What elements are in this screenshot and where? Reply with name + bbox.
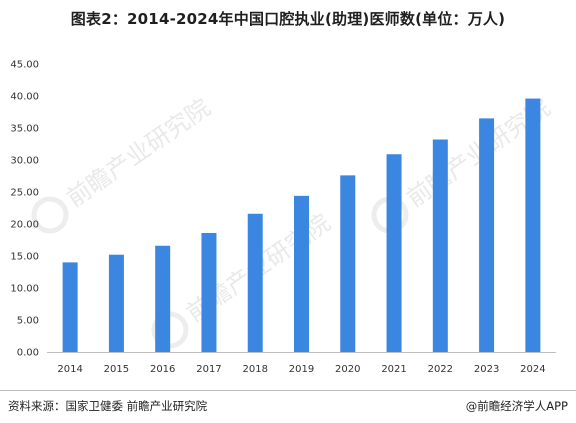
bar <box>432 139 448 352</box>
bar-series <box>62 98 541 353</box>
x-tick-label: 2020 <box>335 364 360 375</box>
bar <box>108 254 124 352</box>
watermark: 前瞻产业研究院 <box>31 93 216 234</box>
y-axis: 0.00 5.00 10.00 15.00 20.00 25.00 30.00 35.00 40… <box>10 60 39 359</box>
x-tick-label: 2022 <box>428 364 453 375</box>
chart-title: 图表2：2014-2024年中国口腔执业(助理)医师数(单位：万人) <box>70 10 506 28</box>
bar <box>525 98 541 352</box>
footer: 资料来源：国家卫健委 前瞻产业研究院 @前瞻经济学人APP <box>0 390 576 423</box>
x-tick-label: 2014 <box>57 364 82 375</box>
watermark-text: 前瞻产业研究院 <box>62 93 216 212</box>
x-tick-label: 2015 <box>104 364 129 375</box>
bar <box>294 195 309 352</box>
bar-chart: 前瞻产业研究院前瞻产业研究院前瞻产业研究院 0.00 5.00 10.00 15.00… <box>10 60 556 375</box>
source-note: 资料来源：国家卫健委 前瞻产业研究院 <box>8 399 208 413</box>
x-tick-label: 2018 <box>243 364 268 375</box>
y-tick-label: 40.00 <box>10 92 39 103</box>
qianzhan-logo-icon <box>31 196 69 234</box>
bar <box>247 213 263 352</box>
bar <box>62 262 78 352</box>
bar <box>340 175 356 352</box>
y-tick-label: 5.00 <box>17 316 39 327</box>
watermark-layer: 前瞻产业研究院前瞻产业研究院前瞻产业研究院 <box>31 93 555 349</box>
x-tick-label: 2023 <box>474 364 499 375</box>
y-tick-label: 10.00 <box>10 284 39 295</box>
y-tick-label: 30.00 <box>10 156 39 167</box>
y-tick-label: 45.00 <box>10 60 39 71</box>
x-axis: 2014 2015 2016 2017 2018 2019 2020 2021 2022 2023… <box>47 352 556 375</box>
bar <box>386 154 402 352</box>
y-tick-label: 35.00 <box>10 124 39 135</box>
x-tick-label: 2024 <box>520 364 545 375</box>
y-tick-label: 20.00 <box>10 220 39 231</box>
y-tick-label: 0.00 <box>17 348 39 359</box>
y-tick-label: 25.00 <box>10 188 39 199</box>
brand-credit: @前瞻经济学人APP <box>465 399 568 413</box>
bar <box>479 118 495 353</box>
y-tick-label: 15.00 <box>10 252 39 263</box>
x-tick-label: 2016 <box>150 364 175 375</box>
bar <box>155 245 171 352</box>
x-tick-label: 2021 <box>381 364 406 375</box>
x-tick-label: 2019 <box>289 364 314 375</box>
x-tick-label: 2017 <box>196 364 221 375</box>
bar <box>201 232 217 352</box>
